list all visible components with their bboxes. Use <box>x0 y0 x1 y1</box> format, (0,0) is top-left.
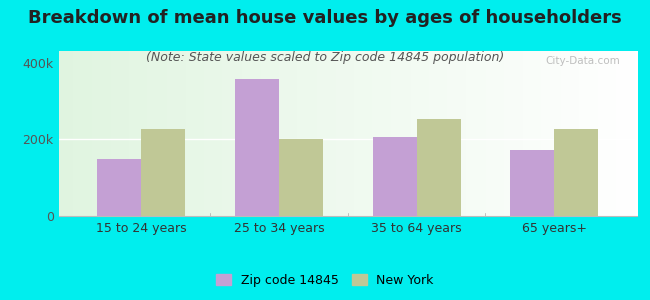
Bar <box>235 79 279 216</box>
Text: City-Data.com: City-Data.com <box>545 56 619 66</box>
Text: Breakdown of mean house values by ages of householders: Breakdown of mean house values by ages o… <box>28 9 622 27</box>
Bar <box>141 128 185 216</box>
Bar <box>417 119 461 216</box>
Bar <box>554 128 599 216</box>
Legend: Zip code 14845, New York: Zip code 14845, New York <box>213 270 437 291</box>
Bar <box>510 150 554 216</box>
Bar <box>97 159 141 216</box>
Bar <box>279 139 323 216</box>
Bar <box>372 137 417 216</box>
Text: (Note: State values scaled to Zip code 14845 population): (Note: State values scaled to Zip code 1… <box>146 51 504 64</box>
